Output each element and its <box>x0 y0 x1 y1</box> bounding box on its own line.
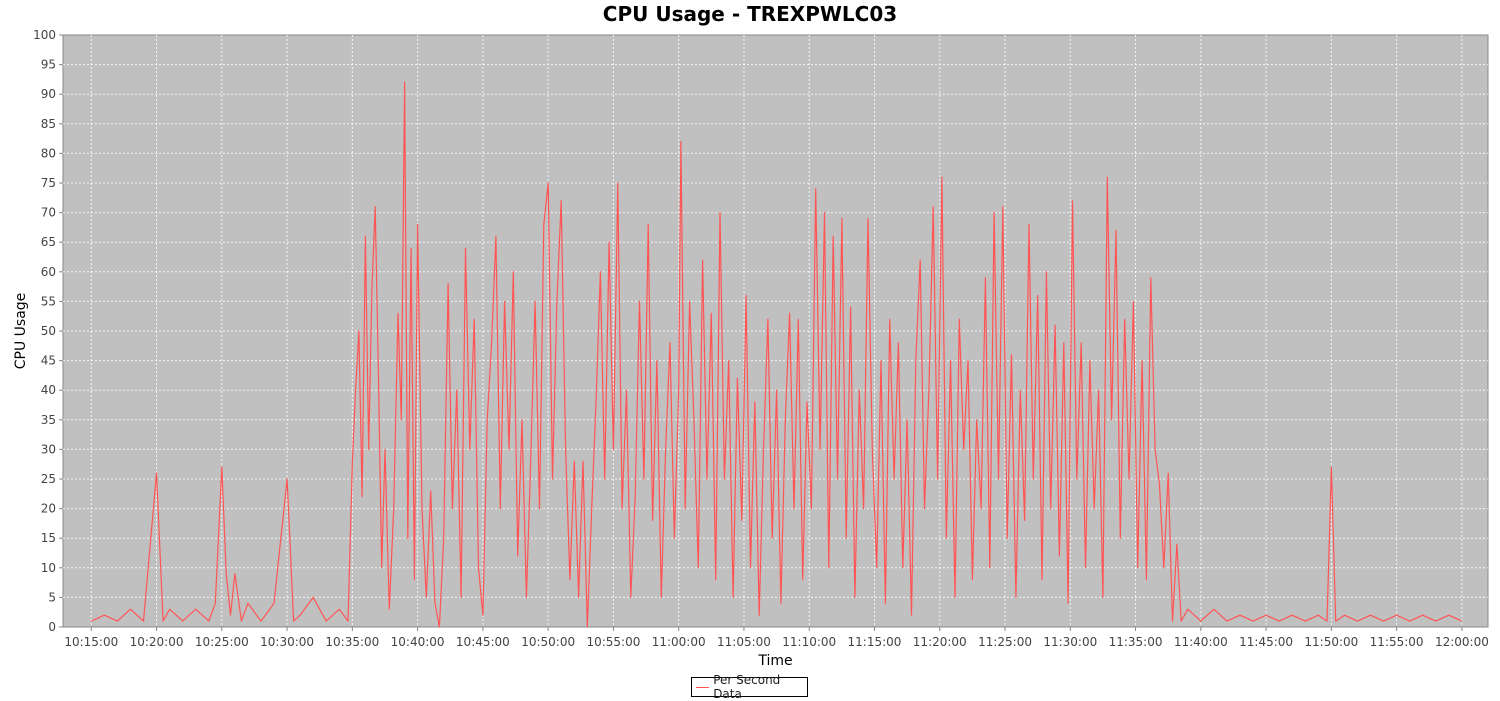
x-tick-label: 10:25:00 <box>195 635 249 649</box>
legend-swatch <box>696 686 710 688</box>
x-tick-label: 10:30:00 <box>260 635 314 649</box>
y-tick-label: 25 <box>41 472 56 486</box>
x-tick-label: 12:00:00 <box>1435 635 1489 649</box>
x-tick-label: 10:45:00 <box>456 635 510 649</box>
x-tick-label: 11:30:00 <box>1043 635 1097 649</box>
x-tick-label: 11:25:00 <box>978 635 1032 649</box>
y-tick-label: 55 <box>41 294 56 308</box>
x-tick-label: 10:35:00 <box>325 635 379 649</box>
y-tick-label: 20 <box>41 502 56 516</box>
y-tick-label: 15 <box>41 531 56 545</box>
y-tick-label: 95 <box>41 58 56 72</box>
y-tick-label: 0 <box>48 620 56 634</box>
x-tick-label: 11:50:00 <box>1304 635 1358 649</box>
x-tick-label: 11:00:00 <box>652 635 706 649</box>
chart-title: CPU Usage - TREXPWLC03 <box>602 2 898 26</box>
x-tick-label: 11:55:00 <box>1370 635 1424 649</box>
y-tick-label: 90 <box>41 87 56 101</box>
x-tick-label: 10:55:00 <box>586 635 640 649</box>
y-tick-label: 100 <box>33 28 56 42</box>
x-tick-label: 11:15:00 <box>848 635 902 649</box>
x-tick-label: 11:05:00 <box>717 635 771 649</box>
y-tick-label: 35 <box>41 413 56 427</box>
y-tick-label: 40 <box>41 383 56 397</box>
x-tick-label: 10:20:00 <box>130 635 184 649</box>
y-tick-label: 65 <box>41 235 56 249</box>
x-tick-label: 11:45:00 <box>1239 635 1293 649</box>
y-tick-label: 30 <box>41 442 56 456</box>
legend-label: Per Second Data <box>713 673 781 701</box>
x-tick-label: 10:40:00 <box>391 635 445 649</box>
y-tick-label: 5 <box>48 590 56 604</box>
x-tick-label: 11:35:00 <box>1109 635 1163 649</box>
x-tick-label: 11:10:00 <box>782 635 836 649</box>
y-tick-label: 10 <box>41 561 56 575</box>
legend: Per Second Data <box>691 673 808 701</box>
x-tick-label: 10:50:00 <box>521 635 575 649</box>
x-tick-label: 11:20:00 <box>913 635 967 649</box>
series-layer <box>91 81 1463 628</box>
x-tick-label: 10:15:00 <box>64 635 118 649</box>
y-tick-label: 70 <box>41 206 56 220</box>
y-axis-label: CPU Usage <box>13 293 29 370</box>
axis-layer: 0 5 10 15 20 25 30 35 40 45 50 55 60 65 70 75 80 85 90 95 10… <box>33 28 1489 649</box>
y-tick-label: 85 <box>41 117 56 131</box>
y-tick-label: 80 <box>41 146 56 160</box>
x-axis-label: Time <box>757 653 792 669</box>
y-tick-label: 75 <box>41 176 56 190</box>
y-tick-label: 50 <box>41 324 56 338</box>
series-line <box>91 81 1463 628</box>
y-tick-label: 60 <box>41 265 56 279</box>
y-tick-label: 45 <box>41 354 56 368</box>
x-tick-label: 11:40:00 <box>1174 635 1228 649</box>
